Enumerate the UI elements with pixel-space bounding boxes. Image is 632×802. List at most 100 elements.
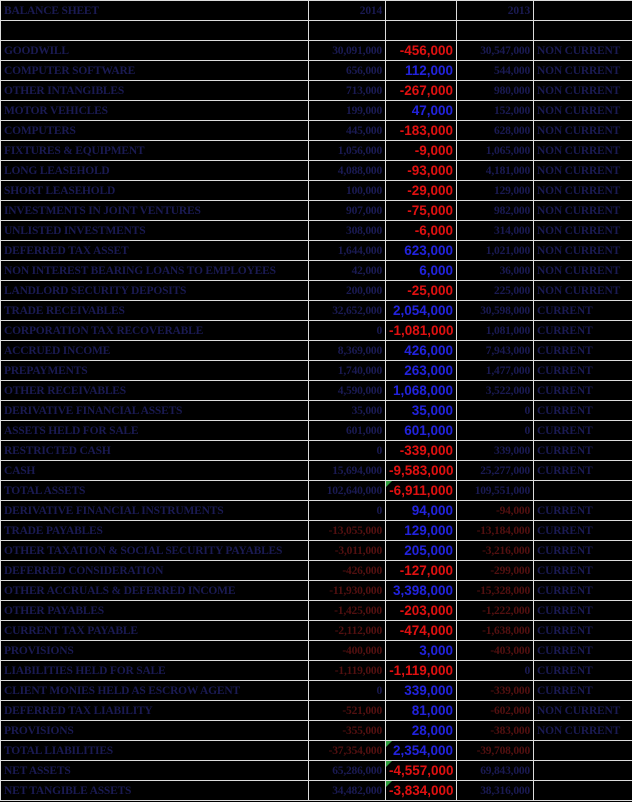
value-2014-cell[interactable]: 8,369,000 bbox=[308, 340, 386, 361]
change-cell[interactable]: -1,081,000 bbox=[385, 320, 457, 341]
account-cell[interactable]: GOODWILL bbox=[0, 40, 309, 61]
change-cell[interactable]: -93,000 bbox=[385, 160, 457, 181]
change-cell[interactable]: -339,000 bbox=[385, 440, 457, 461]
value-2013-cell[interactable]: 36,000 bbox=[456, 260, 534, 281]
change-cell[interactable]: -29,000 bbox=[385, 180, 457, 201]
account-cell[interactable]: DERIVATIVE FINANCIAL ASSETS bbox=[0, 400, 309, 421]
change-cell[interactable]: -456,000 bbox=[385, 40, 457, 61]
value-2013-cell[interactable]: -602,000 bbox=[456, 700, 534, 721]
change-cell[interactable]: 3,000 bbox=[385, 640, 457, 661]
value-2013-cell[interactable]: 109,551,000 bbox=[456, 480, 534, 501]
value-2013-cell[interactable] bbox=[456, 20, 534, 41]
value-2014-cell[interactable]: 0 bbox=[308, 680, 386, 701]
col-change-header[interactable] bbox=[385, 0, 457, 21]
change-cell[interactable]: 426,000 bbox=[385, 340, 457, 361]
classification-cell[interactable]: NON CURRENT bbox=[533, 180, 632, 201]
change-cell[interactable]: -6,000 bbox=[385, 220, 457, 241]
value-2013-cell[interactable]: 7,943,000 bbox=[456, 340, 534, 361]
change-cell[interactable]: 47,000 bbox=[385, 100, 457, 121]
classification-cell[interactable]: CURRENT bbox=[533, 380, 632, 401]
account-cell[interactable]: NON INTEREST BEARING LOANS TO EMPLOYEES bbox=[0, 260, 309, 281]
classification-cell[interactable]: NON CURRENT bbox=[533, 120, 632, 141]
value-2014-cell[interactable]: 100,000 bbox=[308, 180, 386, 201]
account-cell[interactable]: DEFERRED CONSIDERATION bbox=[0, 560, 309, 581]
classification-cell[interactable]: NON CURRENT bbox=[533, 60, 632, 81]
value-2013-cell[interactable]: -1,638,000 bbox=[456, 620, 534, 641]
value-2013-cell[interactable]: 38,316,000 bbox=[456, 780, 534, 801]
account-cell[interactable]: CURRENT TAX PAYABLE bbox=[0, 620, 309, 641]
value-2014-cell[interactable]: 4,088,000 bbox=[308, 160, 386, 181]
value-2013-cell[interactable]: -15,328,000 bbox=[456, 580, 534, 601]
value-2013-cell[interactable]: 25,277,000 bbox=[456, 460, 534, 481]
change-cell[interactable]: -127,000 bbox=[385, 560, 457, 581]
value-2014-cell[interactable]: 656,000 bbox=[308, 60, 386, 81]
value-2014-cell[interactable]: 0 bbox=[308, 440, 386, 461]
change-cell[interactable]: 35,000 bbox=[385, 400, 457, 421]
value-2014-cell[interactable]: 65,286,000 bbox=[308, 760, 386, 781]
change-cell[interactable]: 1,068,000 bbox=[385, 380, 457, 401]
value-2013-cell[interactable]: 225,000 bbox=[456, 280, 534, 301]
change-cell[interactable]: -9,583,000 bbox=[385, 460, 457, 481]
account-cell[interactable]: TOTAL LIABILITIES bbox=[0, 740, 309, 761]
value-2014-cell[interactable]: 1,644,000 bbox=[308, 240, 386, 261]
account-cell[interactable]: OTHER RECEIVABLES bbox=[0, 380, 309, 401]
classification-cell[interactable]: CURRENT bbox=[533, 420, 632, 441]
classification-cell[interactable]: CURRENT bbox=[533, 680, 632, 701]
classification-cell[interactable]: NON CURRENT bbox=[533, 40, 632, 61]
classification-cell[interactable]: CURRENT bbox=[533, 600, 632, 621]
change-cell[interactable]: -6,911,000 bbox=[385, 480, 457, 501]
change-cell[interactable]: 94,000 bbox=[385, 500, 457, 521]
classification-cell[interactable]: NON CURRENT bbox=[533, 240, 632, 261]
account-cell[interactable]: INVESTMENTS IN JOINT VENTURES bbox=[0, 200, 309, 221]
value-2014-cell[interactable]: 15,694,000 bbox=[308, 460, 386, 481]
change-cell[interactable]: 263,000 bbox=[385, 360, 457, 381]
value-2013-cell[interactable]: 1,065,000 bbox=[456, 140, 534, 161]
change-cell[interactable]: 6,000 bbox=[385, 260, 457, 281]
change-cell[interactable]: 129,000 bbox=[385, 520, 457, 541]
col-2014-header[interactable]: 2014 bbox=[308, 0, 386, 21]
col-2013-header[interactable]: 2013 bbox=[456, 0, 534, 21]
value-2014-cell[interactable]: 200,000 bbox=[308, 280, 386, 301]
account-cell[interactable] bbox=[0, 20, 309, 41]
account-cell[interactable]: PROVISIONS bbox=[0, 720, 309, 741]
value-2014-cell[interactable]: -521,000 bbox=[308, 700, 386, 721]
account-cell[interactable]: DEFERRED TAX LIABILITY bbox=[0, 700, 309, 721]
classification-cell[interactable] bbox=[533, 760, 632, 781]
account-cell[interactable]: SHORT LEASEHOLD bbox=[0, 180, 309, 201]
classification-cell[interactable]: CURRENT bbox=[533, 660, 632, 681]
value-2014-cell[interactable]: 35,000 bbox=[308, 400, 386, 421]
value-2013-cell[interactable]: 1,081,000 bbox=[456, 320, 534, 341]
classification-cell[interactable] bbox=[533, 780, 632, 801]
account-cell[interactable]: OTHER ACCRUALS & DEFERRED INCOME bbox=[0, 580, 309, 601]
value-2014-cell[interactable]: 1,740,000 bbox=[308, 360, 386, 381]
value-2014-cell[interactable]: 445,000 bbox=[308, 120, 386, 141]
value-2013-cell[interactable]: 314,000 bbox=[456, 220, 534, 241]
change-cell[interactable]: -203,000 bbox=[385, 600, 457, 621]
value-2013-cell[interactable]: 152,000 bbox=[456, 100, 534, 121]
account-cell[interactable]: PREPAYMENTS bbox=[0, 360, 309, 381]
classification-cell[interactable]: NON CURRENT bbox=[533, 720, 632, 741]
classification-cell[interactable] bbox=[533, 20, 632, 41]
value-2013-cell[interactable]: 4,181,000 bbox=[456, 160, 534, 181]
change-cell[interactable]: 2,354,000 bbox=[385, 740, 457, 761]
change-cell[interactable]: 2,054,000 bbox=[385, 300, 457, 321]
value-2013-cell[interactable]: 0 bbox=[456, 660, 534, 681]
value-2013-cell[interactable]: -383,000 bbox=[456, 720, 534, 741]
change-cell[interactable]: 28,000 bbox=[385, 720, 457, 741]
change-cell[interactable] bbox=[385, 20, 457, 41]
value-2014-cell[interactable]: -37,354,000 bbox=[308, 740, 386, 761]
classification-cell[interactable]: NON CURRENT bbox=[533, 100, 632, 121]
value-2014-cell[interactable]: 713,000 bbox=[308, 80, 386, 101]
value-2014-cell[interactable]: 0 bbox=[308, 500, 386, 521]
change-cell[interactable]: -75,000 bbox=[385, 200, 457, 221]
value-2014-cell[interactable]: 4,590,000 bbox=[308, 380, 386, 401]
value-2013-cell[interactable]: -94,000 bbox=[456, 500, 534, 521]
classification-cell[interactable]: NON CURRENT bbox=[533, 200, 632, 221]
value-2014-cell[interactable]: 0 bbox=[308, 320, 386, 341]
account-cell[interactable]: ASSETS HELD FOR SALE bbox=[0, 420, 309, 441]
classification-cell[interactable]: CURRENT bbox=[533, 340, 632, 361]
change-cell[interactable]: -267,000 bbox=[385, 80, 457, 101]
account-cell[interactable]: NET TANGIBLE ASSETS bbox=[0, 780, 309, 801]
account-cell[interactable]: NET ASSETS bbox=[0, 760, 309, 781]
value-2014-cell[interactable]: -2,112,000 bbox=[308, 620, 386, 641]
